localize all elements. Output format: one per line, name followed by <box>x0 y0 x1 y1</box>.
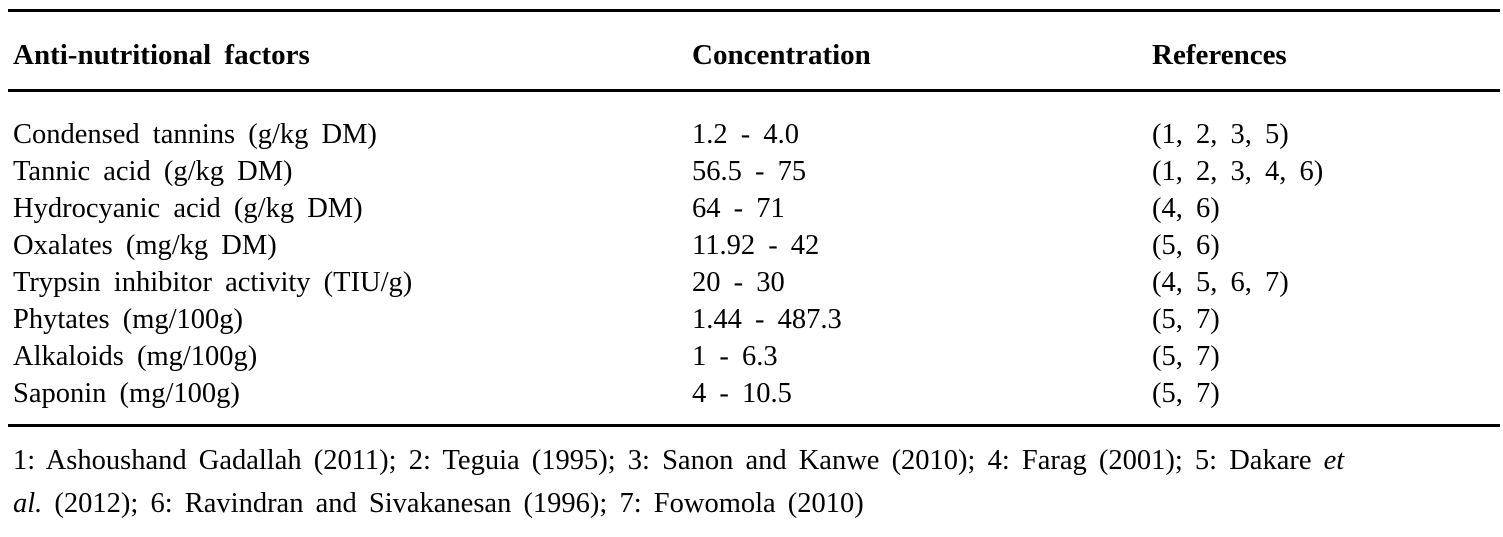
factor-cell: Saponin (mg/100g) <box>13 378 240 409</box>
column-header-anti-nutritional-factors: Anti-nutritional factors <box>13 39 310 71</box>
table-row: Alkaloids (mg/100g) 1 - 6.3 (5, 7) <box>13 338 1495 375</box>
table-footnote: 1: Ashoushand Gadallah (2011); 2: Teguia… <box>13 439 1495 525</box>
references-cell: (4, 5, 6, 7) <box>1152 267 1289 298</box>
table-top-rule <box>8 9 1500 12</box>
factor-cell: Phytates (mg/100g) <box>13 304 244 335</box>
factor-cell: Oxalates (mg/kg DM) <box>13 230 277 261</box>
concentration-cell: 1 - 6.3 <box>692 341 778 372</box>
table-row: Condensed tannins (g/kg DM) 1.2 - 4.0 (1… <box>13 116 1495 153</box>
references-cell: (4, 6) <box>1152 193 1220 224</box>
table-header-row: Anti-nutritional factors Concentration R… <box>13 38 1495 72</box>
table-row: Tannic acid (g/kg DM) 56.5 - 75 (1, 2, 3… <box>13 153 1495 190</box>
references-cell: (5, 7) <box>1152 341 1220 372</box>
concentration-cell: 56.5 - 75 <box>692 156 807 187</box>
references-cell: (5, 7) <box>1152 304 1220 335</box>
concentration-cell: 11.92 - 42 <box>692 230 820 261</box>
table-row: Oxalates (mg/kg DM) 11.92 - 42 (5, 6) <box>13 227 1495 264</box>
concentration-cell: 1.44 - 487.3 <box>692 304 842 335</box>
references-cell: (5, 6) <box>1152 230 1220 261</box>
table-row: Trypsin inhibitor activity (TIU/g) 20 - … <box>13 264 1495 301</box>
footnote-line-1: 1: Ashoushand Gadallah (2011); 2: Teguia… <box>13 439 1495 482</box>
references-cell: (1, 2, 3, 5) <box>1152 119 1289 150</box>
footnote-line-1-italic: et <box>1323 445 1345 476</box>
footnote-line-2-text: (2012); 6: Ravindran and Sivakanesan (19… <box>54 488 864 519</box>
table-row: Phytates (mg/100g) 1.44 - 487.3 (5, 7) <box>13 301 1495 338</box>
table-row: Saponin (mg/100g) 4 - 10.5 (5, 7) <box>13 375 1495 412</box>
table-row: Hydrocyanic acid (g/kg DM) 64 - 71 (4, 6… <box>13 190 1495 227</box>
concentration-cell: 64 - 71 <box>692 193 785 224</box>
footnote-line-1-text: 1: Ashoushand Gadallah (2011); 2: Teguia… <box>13 445 1312 476</box>
factor-cell: Trypsin inhibitor activity (TIU/g) <box>13 267 413 298</box>
column-header-references: References <box>1152 39 1287 71</box>
factor-cell: Hydrocyanic acid (g/kg DM) <box>13 193 363 224</box>
factor-cell: Alkaloids (mg/100g) <box>13 341 258 372</box>
footnote-line-2: al. (2012); 6: Ravindran and Sivakanesan… <box>13 482 1495 525</box>
references-cell: (5, 7) <box>1152 378 1220 409</box>
concentration-cell: 1.2 - 4.0 <box>692 119 799 150</box>
table-body: Condensed tannins (g/kg DM) 1.2 - 4.0 (1… <box>13 116 1495 412</box>
references-cell: (1, 2, 3, 4, 6) <box>1152 156 1324 187</box>
footnote-line-2-italic: al. <box>13 488 43 519</box>
concentration-cell: 4 - 10.5 <box>692 378 792 409</box>
table-bottom-rule <box>8 424 1500 427</box>
factor-cell: Tannic acid (g/kg DM) <box>13 156 293 187</box>
concentration-cell: 20 - 30 <box>692 267 785 298</box>
factor-cell: Condensed tannins (g/kg DM) <box>13 119 377 150</box>
column-header-concentration: Concentration <box>692 39 871 71</box>
table-header-rule <box>8 89 1500 92</box>
